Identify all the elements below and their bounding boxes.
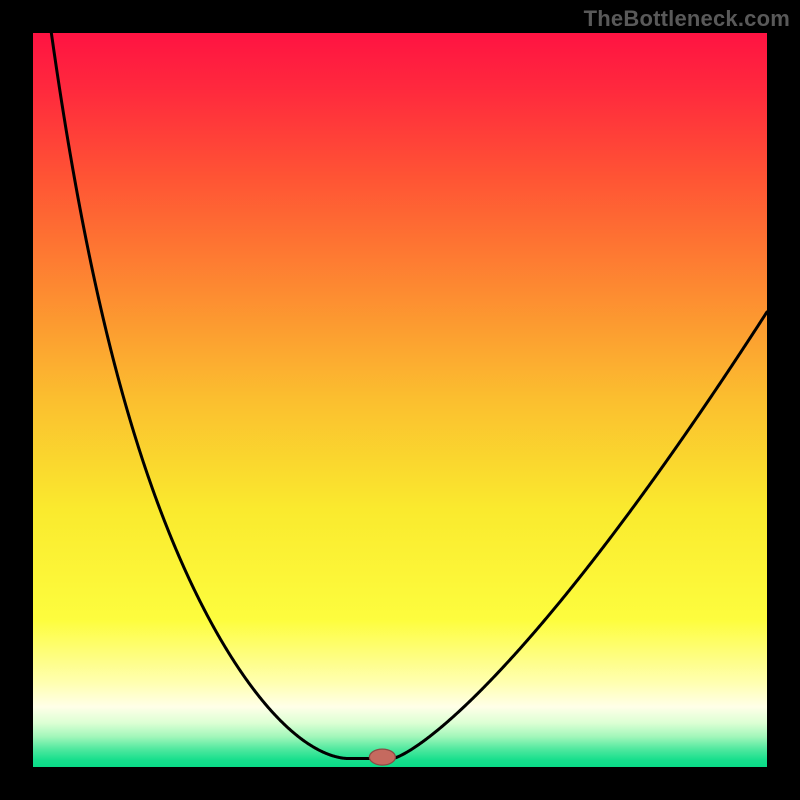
bottleneck-curve-chart (0, 0, 800, 800)
watermark-text: TheBottleneck.com (584, 6, 790, 32)
optimal-point-marker (369, 749, 395, 765)
gradient-plot-area (33, 33, 767, 767)
chart-stage: TheBottleneck.com (0, 0, 800, 800)
